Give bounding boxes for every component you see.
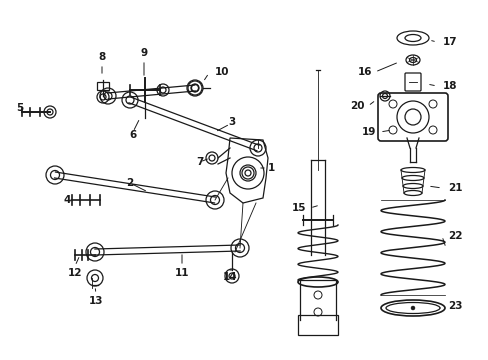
Text: 17: 17 [442,37,457,47]
Text: 20: 20 [350,101,364,111]
Circle shape [410,306,414,310]
Text: 7: 7 [196,157,203,167]
Text: 6: 6 [129,130,136,140]
Text: 5: 5 [16,103,23,113]
Text: 22: 22 [447,231,462,241]
Text: 21: 21 [447,183,462,193]
Text: 3: 3 [227,117,235,127]
Text: 18: 18 [442,81,457,91]
Text: 11: 11 [174,268,189,278]
Text: 10: 10 [215,67,229,77]
Text: 13: 13 [88,296,103,306]
Text: 1: 1 [267,163,275,173]
Text: 8: 8 [98,52,105,62]
Text: 9: 9 [140,48,147,58]
Text: 16: 16 [357,67,371,77]
Text: 4: 4 [64,195,71,205]
Text: 19: 19 [361,127,375,137]
Text: 2: 2 [126,178,133,188]
Text: 12: 12 [68,268,82,278]
Text: 23: 23 [447,301,462,311]
Text: 15: 15 [291,203,305,213]
Text: 14: 14 [222,272,237,282]
